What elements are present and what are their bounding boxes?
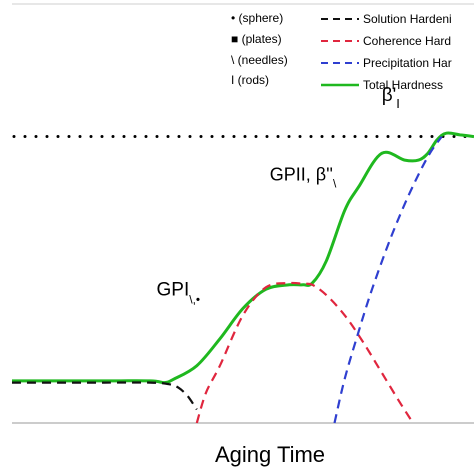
annotation-gpii: GPII, β''\ — [270, 164, 337, 190]
legend-label-precipitation: Precipitation Har — [363, 56, 452, 70]
legend-shape-plates: ■ (plates) — [231, 32, 282, 46]
legend: • (sphere) ■ (plates) \ (needles) I (rod… — [231, 11, 452, 92]
series-line-precipitation — [333, 135, 443, 424]
series-line-total — [12, 131, 474, 385]
legend-label-total: Total Hardness — [363, 78, 443, 92]
series-line-coherence — [195, 281, 414, 424]
legend-label-solution: Solution Hardeni — [363, 12, 452, 26]
series-line-solution — [12, 381, 198, 411]
legend-shape-sphere: • (sphere) — [231, 11, 283, 25]
x-axis-label: Aging Time — [215, 442, 325, 467]
plot-area — [12, 131, 474, 424]
series-layer — [12, 131, 474, 424]
legend-shape-rods: I (rods) — [231, 73, 269, 87]
legend-shape-needles: \ (needles) — [231, 53, 288, 67]
annotation-gpi: GPI\,• — [157, 280, 201, 307]
legend-label-coherence: Coherence Hard — [363, 34, 451, 48]
annotation-beta-prime: β'I — [382, 85, 400, 111]
